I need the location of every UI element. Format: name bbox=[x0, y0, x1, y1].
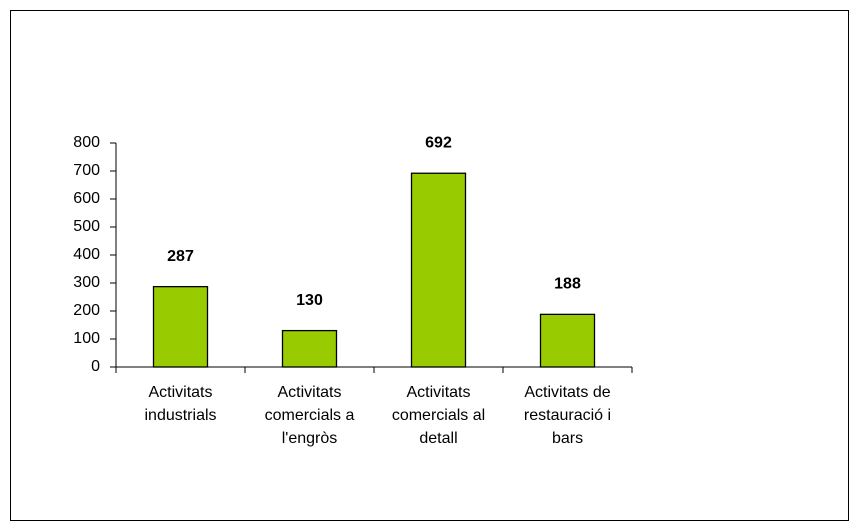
y-tick-label: 700 bbox=[73, 162, 100, 179]
y-tick-label: 100 bbox=[73, 330, 100, 347]
data-label: 130 bbox=[296, 292, 323, 309]
bar bbox=[281, 329, 338, 368]
bar bbox=[410, 172, 467, 368]
data-label: 287 bbox=[167, 248, 194, 265]
y-tick-label: 300 bbox=[73, 274, 100, 291]
y-tick-label: 0 bbox=[91, 358, 100, 375]
y-tick-label: 200 bbox=[73, 302, 100, 319]
x-tick-label: Activitats comercials al detall bbox=[391, 384, 486, 447]
data-label: 188 bbox=[554, 276, 581, 293]
bar bbox=[152, 285, 209, 368]
data-label: 692 bbox=[425, 134, 452, 151]
y-tick-label: 600 bbox=[73, 190, 100, 207]
bar bbox=[539, 313, 596, 368]
y-tick-label: 400 bbox=[73, 246, 100, 263]
y-tick-label: 500 bbox=[73, 218, 100, 235]
x-tick-label: Activitats industrials bbox=[144, 384, 217, 424]
y-tick-label: 800 bbox=[73, 134, 100, 151]
x-tick-label: Activitats comercials a l'engròs bbox=[264, 384, 355, 447]
x-tick-label: Activitats de restauració i bars bbox=[523, 384, 612, 447]
